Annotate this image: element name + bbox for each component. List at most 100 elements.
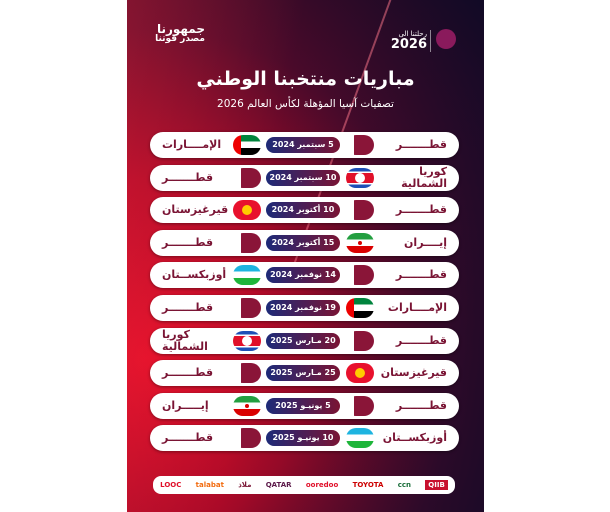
match-row: أوزبكســتان 10 يونيـو 2025 قطـــــــر bbox=[150, 425, 459, 452]
away-team: قطـــــــر bbox=[162, 425, 230, 451]
qatar-flag-icon bbox=[233, 167, 261, 188]
uzbekistan-flag-icon bbox=[346, 428, 374, 449]
kyrgyzstan-flag-icon bbox=[346, 363, 374, 384]
qatar-flag-icon bbox=[346, 265, 374, 286]
away-team-name: قطـــــــر bbox=[162, 301, 214, 314]
sponsor-logo: talabat bbox=[195, 481, 224, 489]
away-team: قطـــــــر bbox=[162, 165, 230, 191]
sponsor-logo: ooredoo bbox=[305, 481, 339, 489]
match-row: قيرغيزستان 25 مـارس 2025 قطـــــــر bbox=[150, 360, 459, 387]
match-date: 19 نوفمبر 2024 bbox=[266, 300, 340, 316]
away-team-name: قطـــــــر bbox=[162, 366, 214, 380]
home-team-name: كوريا الشمالية bbox=[401, 164, 447, 190]
qatar-flag-icon bbox=[346, 200, 374, 221]
qfa-logo-icon bbox=[436, 29, 456, 49]
away-team-name: قيرغيزستان bbox=[162, 203, 229, 217]
home-team: الإمــــارات bbox=[379, 295, 447, 321]
away-team: قطـــــــر bbox=[162, 360, 230, 386]
home-team-name: قطـــــــر bbox=[395, 398, 447, 412]
qatar-flag-icon bbox=[346, 135, 374, 155]
uzbekistan-flag-icon bbox=[233, 265, 261, 286]
match-date: 20 مـارس 2025 bbox=[266, 332, 340, 349]
away-team-name: كوريا الشمالية bbox=[162, 327, 208, 353]
match-row: قطـــــــر 5 يونيـو 2025 إيـــــران bbox=[150, 392, 459, 419]
away-team: قطـــــــر bbox=[162, 230, 230, 256]
home-team-name: إيــــران bbox=[404, 235, 447, 249]
brand-slogan: جمهورنا مصدر قوتنا bbox=[145, 22, 205, 44]
qatar-flag-icon bbox=[346, 395, 374, 416]
home-team: قطـــــــر bbox=[379, 197, 447, 223]
away-team-name: قطـــــــر bbox=[162, 431, 214, 445]
home-team-name: قطـــــــر bbox=[395, 138, 447, 151]
away-team-name: قطـــــــر bbox=[162, 235, 214, 249]
away-team: الإمــــارات bbox=[162, 132, 230, 158]
match-date: 15 أكتوبر 2024 bbox=[266, 234, 340, 251]
match-date: 5 يونيـو 2025 bbox=[266, 397, 340, 414]
match-row: قطـــــــر 5 سبتمبر 2024 الإمــــارات bbox=[150, 132, 459, 158]
home-team: إيــــران bbox=[379, 230, 447, 256]
home-team-name: قطـــــــر bbox=[395, 333, 447, 347]
home-team: قطـــــــر bbox=[379, 393, 447, 419]
home-team-name: قطـــــــر bbox=[395, 203, 447, 217]
away-team: أوزبكســتان bbox=[162, 262, 230, 288]
iran-flag-icon bbox=[346, 232, 374, 253]
sponsor-logo: QIIB bbox=[425, 480, 448, 490]
qatar-flag-icon bbox=[233, 363, 261, 384]
home-team: قيرغيزستان bbox=[379, 360, 447, 386]
sponsors-bar: LOOC talabat ملاذ QATAR ooredoo TOYOTA ccn QIIB bbox=[153, 476, 455, 494]
away-team: إيـــــران bbox=[162, 393, 230, 419]
match-date: 25 مـارس 2025 bbox=[266, 365, 340, 382]
home-team-name: قيرغيزستان bbox=[380, 366, 447, 380]
home-team-name: أوزبكســتان bbox=[382, 431, 447, 445]
brand-line1: جمهورنا bbox=[156, 22, 205, 36]
match-row: قطـــــــر 20 مـارس 2025 كوريا الشمالية bbox=[150, 327, 459, 354]
home-team-name: قطـــــــر bbox=[395, 268, 447, 282]
home-team: أوزبكســتان bbox=[379, 425, 447, 451]
away-team: قيرغيزستان bbox=[162, 197, 230, 223]
north-korea-flag-icon bbox=[233, 330, 261, 351]
sponsor-logo: TOYOTA bbox=[352, 481, 384, 489]
home-team: قطـــــــر bbox=[379, 132, 447, 158]
journey-text: رحلتنا الى 2026 bbox=[381, 30, 427, 52]
journey-line1: رحلتنا الى bbox=[398, 30, 427, 38]
page-subtitle: تصفيات آسيا المؤهلة لكأس العالم 2026 bbox=[217, 98, 394, 110]
away-team-name: إيـــــران bbox=[162, 398, 209, 412]
iran-flag-icon bbox=[233, 395, 261, 416]
kyrgyzstan-flag-icon bbox=[233, 200, 261, 221]
away-team-name: أوزبكســتان bbox=[162, 268, 227, 282]
qatar-flag-icon bbox=[233, 428, 261, 449]
match-row: إيــــران 15 أكتوبر 2024 قطـــــــر bbox=[150, 229, 459, 256]
away-team: قطـــــــر bbox=[162, 295, 230, 321]
match-date: 10 سبتمبر 2024 bbox=[266, 169, 340, 186]
match-date: 5 سبتمبر 2024 bbox=[266, 137, 340, 153]
journey-line2: 2026 bbox=[390, 37, 427, 52]
away-team-name: الإمــــارات bbox=[162, 138, 222, 151]
sponsor-logo: QATAR bbox=[265, 481, 292, 489]
match-row: الإمــــارات 19 نوفمبر 2024 قطـــــــر bbox=[150, 295, 459, 321]
match-row: كوريا الشمالية 10 سبتمبر 2024 قطـــــــر bbox=[150, 164, 459, 191]
page-title: مباريات منتخبنا الوطني bbox=[196, 68, 415, 90]
poster: جمهورنا مصدر قوتنا رحلتنا الى 2026 مباري… bbox=[127, 0, 484, 512]
qatar-flag-icon bbox=[233, 298, 261, 318]
match-date: 14 نوفمبر 2024 bbox=[266, 267, 340, 284]
home-team-name: الإمــــارات bbox=[387, 301, 447, 314]
sponsor-logo: ملاذ bbox=[238, 481, 252, 489]
uae-flag-icon bbox=[346, 298, 374, 318]
home-team: قطـــــــر bbox=[379, 328, 447, 354]
divider bbox=[430, 30, 431, 52]
match-date: 10 أكتوبر 2024 bbox=[266, 202, 340, 219]
north-korea-flag-icon bbox=[346, 167, 374, 188]
away-team-name: قطـــــــر bbox=[162, 170, 214, 184]
brand-line2: مصدر قوتنا bbox=[155, 34, 205, 44]
qatar-flag-icon bbox=[346, 330, 374, 351]
qatar-flag-icon bbox=[233, 232, 261, 253]
sponsor-logo: ccn bbox=[397, 481, 412, 489]
home-team: قطـــــــر bbox=[379, 262, 447, 288]
match-date: 10 يونيـو 2025 bbox=[266, 430, 340, 447]
match-row: قطـــــــر 14 نوفمبر 2024 أوزبكســتان bbox=[150, 262, 459, 289]
home-team: كوريا الشمالية bbox=[379, 165, 447, 191]
sponsor-logo: LOOC bbox=[160, 481, 182, 489]
uae-flag-icon bbox=[233, 135, 261, 155]
match-row: قطـــــــر 10 أكتوبر 2024 قيرغيزستان bbox=[150, 197, 459, 224]
away-team: كوريا الشمالية bbox=[162, 328, 230, 354]
